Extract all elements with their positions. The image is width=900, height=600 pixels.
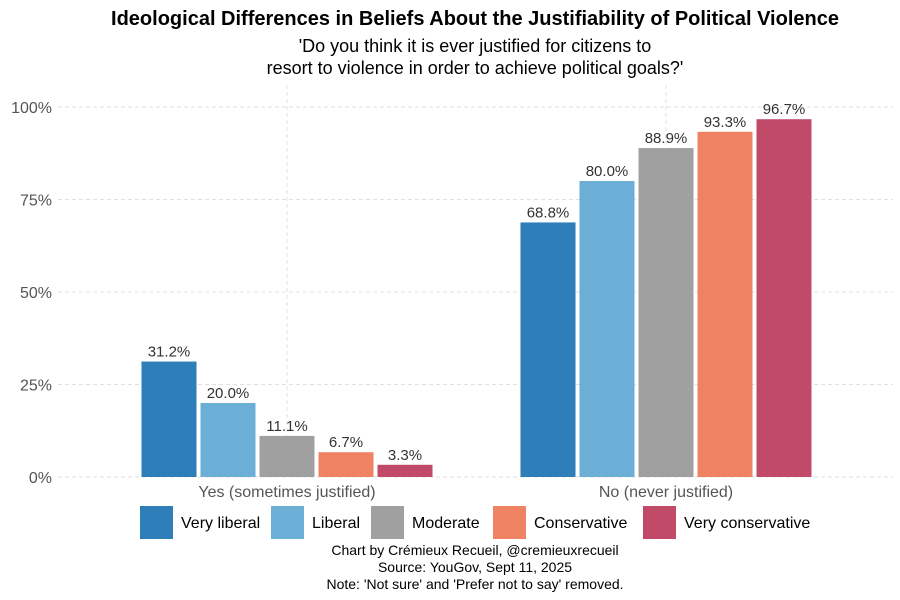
legend-label: Moderate bbox=[412, 515, 480, 532]
chart-subtitle-line2: resort to violence in order to achieve p… bbox=[267, 58, 684, 78]
bar bbox=[756, 119, 812, 478]
y-tick-label: 0% bbox=[29, 470, 52, 487]
bar-value-label: 96.7% bbox=[763, 101, 806, 118]
bar bbox=[638, 148, 694, 477]
bar-value-label: 80.0% bbox=[586, 163, 629, 180]
legend-swatch bbox=[371, 506, 404, 539]
legend-label: Very liberal bbox=[181, 515, 260, 532]
legend-label: Liberal bbox=[312, 515, 360, 532]
y-tick-label: 75% bbox=[20, 193, 52, 210]
legend-swatch bbox=[643, 506, 676, 539]
bar bbox=[200, 403, 256, 477]
bar-value-label: 6.7% bbox=[329, 434, 363, 451]
legend-label: Very conservative bbox=[684, 515, 810, 532]
bar-value-label: 20.0% bbox=[207, 385, 250, 402]
legend-swatch bbox=[140, 506, 173, 539]
bar-value-label: 68.8% bbox=[527, 204, 570, 221]
bar bbox=[377, 464, 433, 477]
chart-title: Ideological Differences in Beliefs About… bbox=[111, 8, 839, 30]
bar-value-label: 88.9% bbox=[645, 130, 688, 147]
caption-credit: Chart by Crémieux Recueil, @cremieuxrecu… bbox=[331, 542, 618, 558]
bar-value-label: 11.1% bbox=[266, 418, 307, 435]
bar-value-label: 93.3% bbox=[704, 114, 747, 131]
y-tick-label: 100% bbox=[11, 100, 52, 117]
y-tick-label: 25% bbox=[20, 378, 52, 395]
bar bbox=[318, 452, 374, 477]
bar-value-label: 31.2% bbox=[148, 344, 191, 361]
bar bbox=[579, 181, 635, 477]
caption-note: Note: 'Not sure' and 'Prefer not to say'… bbox=[326, 576, 623, 592]
bar-value-label: 3.3% bbox=[388, 447, 422, 464]
chart-subtitle-line1: 'Do you think it is ever justified for c… bbox=[299, 36, 652, 56]
bar bbox=[259, 435, 315, 477]
bar bbox=[697, 131, 753, 478]
bar bbox=[520, 222, 576, 477]
x-tick-label: No (never justified) bbox=[599, 484, 733, 501]
legend-swatch bbox=[271, 506, 304, 539]
y-tick-label: 50% bbox=[20, 285, 52, 302]
caption-source: Source: YouGov, Sept 11, 2025 bbox=[378, 559, 572, 575]
legend-swatch bbox=[493, 506, 526, 539]
x-tick-label: Yes (sometimes justified) bbox=[198, 484, 375, 501]
legend-label: Conservative bbox=[534, 515, 627, 532]
bar bbox=[141, 361, 197, 477]
